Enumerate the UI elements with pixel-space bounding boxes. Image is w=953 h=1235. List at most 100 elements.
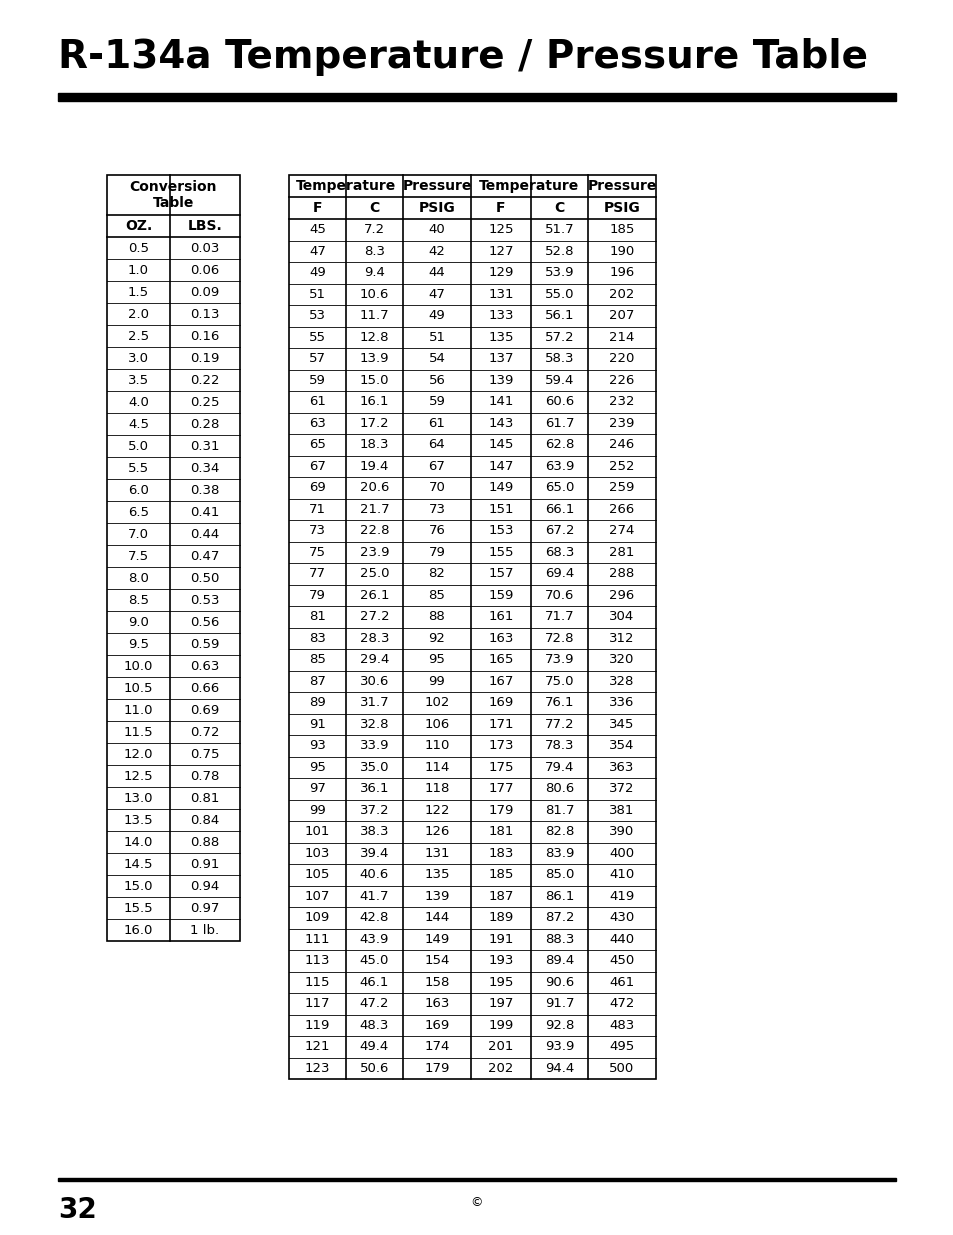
Text: 81: 81 [309,610,326,624]
Text: 60.6: 60.6 [544,395,574,409]
Text: 226: 226 [609,374,634,387]
Text: 0.41: 0.41 [190,505,219,519]
Text: 115: 115 [304,976,330,989]
Text: 75.0: 75.0 [544,674,574,688]
Text: 45.0: 45.0 [359,955,389,967]
Text: 0.38: 0.38 [190,483,219,496]
Text: 23.9: 23.9 [359,546,389,558]
Text: Conversion
Table: Conversion Table [130,180,217,210]
Text: 82.8: 82.8 [544,825,574,839]
Text: 0.97: 0.97 [190,902,219,914]
Text: 0.88: 0.88 [191,836,219,848]
Text: 167: 167 [488,674,513,688]
Text: 363: 363 [609,761,634,774]
Text: 185: 185 [488,868,513,882]
Text: 345: 345 [609,718,634,731]
Text: 11.0: 11.0 [124,704,153,716]
Text: 419: 419 [609,889,634,903]
Text: 86.1: 86.1 [544,889,574,903]
Text: 83: 83 [309,632,326,645]
Text: Temperature: Temperature [295,179,395,193]
Text: 73: 73 [428,503,445,516]
Text: 49: 49 [309,267,326,279]
Text: 56: 56 [428,374,445,387]
Text: 13.9: 13.9 [359,352,389,366]
Text: 67: 67 [428,459,445,473]
Text: 65.0: 65.0 [544,482,574,494]
Text: 103: 103 [305,847,330,860]
Text: 114: 114 [424,761,449,774]
Text: 0.28: 0.28 [190,417,219,431]
Text: 13.5: 13.5 [124,814,153,826]
Text: 69.4: 69.4 [544,567,574,580]
Text: 135: 135 [424,868,449,882]
Text: 63.9: 63.9 [544,459,574,473]
Text: 179: 179 [488,804,513,816]
Text: 28.3: 28.3 [359,632,389,645]
Text: 49.4: 49.4 [359,1040,389,1053]
Text: 185: 185 [609,224,634,236]
Bar [107,175,240,941]
Text: 55.0: 55.0 [544,288,574,301]
Text: 274: 274 [609,524,634,537]
Text: 94.4: 94.4 [544,1062,574,1074]
Text: 32: 32 [58,1195,96,1224]
Text: 312: 312 [609,632,634,645]
Text: 197: 197 [488,997,513,1010]
Text: 0.31: 0.31 [190,440,219,452]
Text: 12.5: 12.5 [124,769,153,783]
Text: 10.0: 10.0 [124,659,153,673]
Text: 5.5: 5.5 [128,462,149,474]
Text: 91.7: 91.7 [544,997,574,1010]
Text: 22.8: 22.8 [359,524,389,537]
Text: 0.81: 0.81 [190,792,219,804]
Text: 410: 410 [609,868,634,882]
Text: 0.44: 0.44 [191,527,219,541]
Text: 1.5: 1.5 [128,285,149,299]
Text: 6.5: 6.5 [128,505,149,519]
Text: 450: 450 [609,955,634,967]
Text: 461: 461 [609,976,634,989]
Text: 71.7: 71.7 [544,610,574,624]
Text: 88.3: 88.3 [544,932,574,946]
Text: 187: 187 [488,889,513,903]
Text: 20.6: 20.6 [359,482,389,494]
Text: 12.0: 12.0 [124,747,153,761]
Text: 2.5: 2.5 [128,330,149,342]
Text: 68.3: 68.3 [544,546,574,558]
Text: 21.7: 21.7 [359,503,389,516]
Text: 111: 111 [304,932,330,946]
Text: 62.8: 62.8 [544,438,574,451]
Text: 76.1: 76.1 [544,697,574,709]
Text: 26.1: 26.1 [359,589,389,601]
Text: 0.75: 0.75 [190,747,219,761]
Text: 73: 73 [309,524,326,537]
Text: 159: 159 [488,589,513,601]
Text: 87: 87 [309,674,326,688]
Text: 42: 42 [428,245,445,258]
Text: 91: 91 [309,718,326,731]
Text: 52.8: 52.8 [544,245,574,258]
Text: 0.94: 0.94 [191,879,219,893]
Text: 97: 97 [309,782,326,795]
Text: 87.2: 87.2 [544,911,574,924]
Text: 1.0: 1.0 [128,263,149,277]
Text: 15.0: 15.0 [359,374,389,387]
Text: 266: 266 [609,503,634,516]
Text: 44: 44 [428,267,445,279]
Text: 76: 76 [428,524,445,537]
Text: 169: 169 [488,697,513,709]
Text: 171: 171 [488,718,514,731]
Text: LBS.: LBS. [188,219,222,233]
Text: 137: 137 [488,352,514,366]
Text: 0.09: 0.09 [191,285,219,299]
Text: 7.5: 7.5 [128,550,149,562]
Text: 196: 196 [609,267,634,279]
Text: 70.6: 70.6 [544,589,574,601]
Text: 0.91: 0.91 [190,857,219,871]
Text: 54: 54 [428,352,445,366]
Text: 93.9: 93.9 [544,1040,574,1053]
Bar [289,175,656,1079]
Text: 190: 190 [609,245,634,258]
Text: Pressure: Pressure [402,179,471,193]
